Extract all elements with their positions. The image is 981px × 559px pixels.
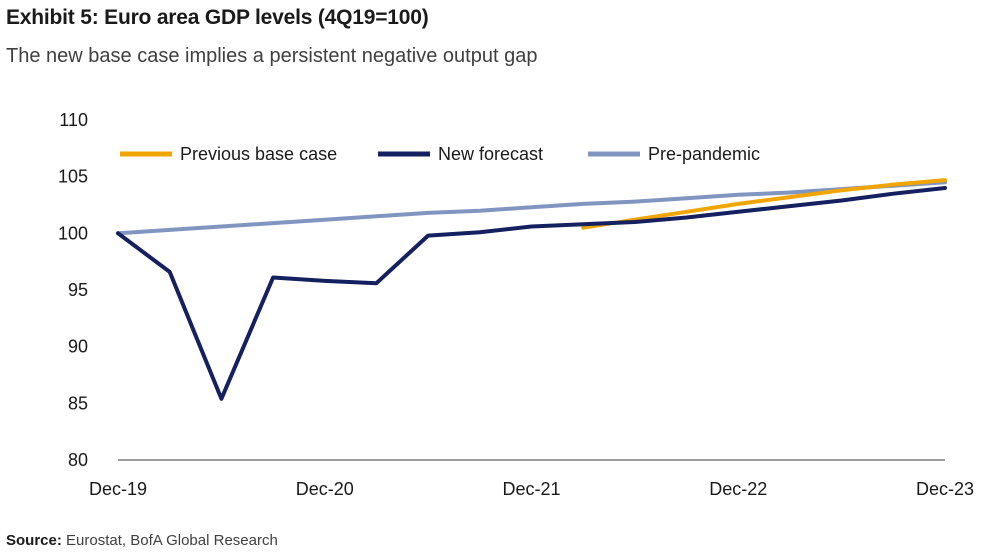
y-tick-label: 95 (68, 280, 88, 300)
x-axis-ticks: Dec-19 Dec-20 Dec-21 Dec-22 Dec-23 (89, 459, 974, 499)
y-axis-ticks: 80 85 90 95 100 105 110 (58, 110, 88, 470)
series-line-new (116, 186, 947, 401)
source-note: Source: Eurostat, BofA Global Research (6, 532, 278, 549)
source-text: Eurostat, BofA Global Research (66, 532, 278, 549)
series-line-prepandemic (116, 180, 947, 236)
series-lines (116, 178, 947, 401)
x-tick-label: Dec-20 (296, 479, 354, 499)
source-label: Source: (6, 532, 62, 549)
y-tick-label: 100 (58, 223, 88, 243)
legend-label-new: New forecast (438, 144, 543, 164)
legend: Previous base case New forecast Pre-pandem… (120, 144, 760, 164)
legend-label-prepandemic: Pre-pandemic (648, 144, 760, 164)
legend-label-previous: Previous base case (180, 144, 337, 164)
y-tick-label: 80 (68, 450, 88, 470)
y-tick-label: 110 (59, 110, 88, 130)
x-tick-label: Dec-23 (916, 479, 974, 499)
x-tick-label: Dec-21 (502, 479, 560, 499)
chart-subtitle: The new base case implies a persistent n… (6, 45, 538, 67)
chart-title: Exhibit 5: Euro area GDP levels (4Q19=10… (6, 6, 429, 29)
x-tick-label: Dec-22 (709, 479, 767, 499)
y-tick-label: 105 (58, 167, 88, 187)
series-line-previous (581, 178, 947, 230)
x-tick-label: Dec-19 (89, 479, 147, 499)
y-tick-label: 85 (68, 393, 88, 413)
y-tick-label: 90 (68, 337, 88, 357)
